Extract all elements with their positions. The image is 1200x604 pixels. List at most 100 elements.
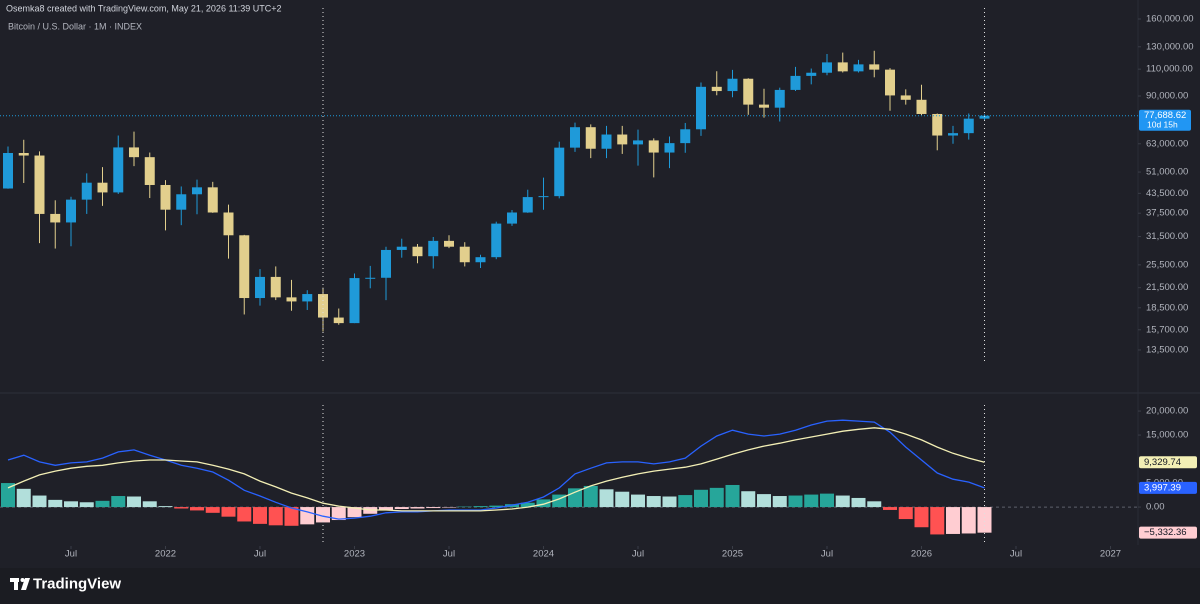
candle-body (176, 194, 187, 210)
histogram-bar (961, 507, 976, 534)
candle-body (743, 78, 754, 105)
x-tick-label: Jul (443, 549, 455, 560)
x-tick-label: 2023 (344, 549, 365, 560)
price-tag: 77,688.62 (1144, 110, 1186, 121)
histogram-bar (316, 507, 330, 523)
footer-bar (0, 568, 1200, 604)
histogram-bar (725, 484, 740, 508)
candle-body (66, 199, 76, 223)
histogram-bar (914, 507, 929, 528)
y-tick-label: 51,000.00 (1146, 167, 1188, 178)
histogram-bar (457, 506, 472, 508)
candle-body (412, 246, 423, 257)
candle-body (144, 157, 155, 185)
candle-body (223, 212, 234, 236)
histogram-bar (820, 493, 834, 508)
candle-body (522, 197, 533, 213)
candle-body (664, 143, 675, 153)
histogram-bar (867, 501, 882, 508)
histogram-bar (804, 494, 819, 508)
candle-body (570, 127, 580, 148)
histogram-bar (410, 507, 425, 509)
logo-part (14, 578, 18, 590)
y-tick-label: 110,000.00 (1146, 64, 1193, 75)
y-tick-label: 43,500.00 (1146, 188, 1188, 199)
candle-body (34, 155, 45, 214)
histogram-bar (788, 495, 803, 508)
x-tick-label: Jul (1010, 549, 1022, 560)
candle-body (774, 89, 785, 108)
candle-body (255, 276, 265, 299)
x-tick-label: 2025 (722, 549, 743, 560)
histogram-bar (79, 502, 94, 508)
histogram-bar (16, 488, 31, 508)
candle-body (381, 249, 391, 278)
macd-line (7, 419, 985, 520)
candle-body (239, 235, 250, 299)
histogram-bar (331, 507, 346, 521)
histogram-bar (678, 495, 693, 508)
candle-body (160, 184, 171, 210)
y-tick-label: 37,500.00 (1146, 208, 1188, 219)
candle-body (822, 62, 832, 73)
histogram-bar (883, 507, 897, 510)
histogram-bar (300, 507, 315, 525)
x-tick-label: 2026 (911, 549, 932, 560)
y-tick-label: 15,700.00 (1146, 324, 1188, 335)
price-countdown: 10d 15h (1147, 119, 1178, 129)
histogram-bar (977, 507, 992, 533)
x-tick-label: 2027 (1100, 549, 1121, 560)
candle-body (475, 257, 486, 263)
candle-body (979, 115, 990, 119)
y-tick-label: 130,000.00 (1146, 41, 1194, 52)
histogram-tag-box (1139, 526, 1197, 539)
histogram-bar (237, 507, 252, 522)
candle-body (853, 64, 864, 72)
histogram-bar (394, 507, 409, 509)
y-tick-label: 15,000.00 (1146, 430, 1188, 441)
candle-body (18, 152, 29, 156)
candle-body (696, 86, 706, 130)
histogram-bar (631, 494, 645, 508)
histogram-bar (520, 502, 535, 508)
candle-body (916, 99, 927, 114)
candle-body (948, 133, 958, 136)
signal-tag-box (1139, 456, 1197, 469)
histogram-bar (615, 491, 630, 508)
candle-body (428, 240, 439, 257)
candle-body (97, 182, 108, 193)
candle-body (365, 277, 376, 279)
histogram-bar (473, 506, 488, 508)
histogram-bar (568, 488, 582, 508)
y-tick-label: 20,000.00 (1146, 406, 1188, 417)
candle-body (932, 113, 943, 136)
signal-line (7, 427, 985, 512)
histogram-bar (694, 489, 708, 508)
histogram-bar (599, 489, 614, 508)
candle-body (900, 95, 911, 100)
candle-body (192, 187, 202, 195)
candle-body (270, 276, 281, 298)
histogram-bar (946, 507, 960, 534)
candle-body (286, 297, 297, 302)
histogram-bar (583, 485, 598, 508)
candle-body (806, 72, 817, 76)
candle-body (318, 294, 328, 318)
candle-body (790, 75, 801, 90)
candle-body (727, 78, 738, 92)
candle-body (538, 196, 549, 198)
x-tick-label: Jul (821, 549, 833, 560)
histogram-bar (772, 496, 787, 508)
histogram-bar (347, 507, 362, 518)
x-tick-label: 2024 (533, 549, 554, 560)
y-tick-label: 13,500.00 (1146, 344, 1188, 355)
macd-tag: 3,997.39 (1144, 482, 1181, 493)
candle-body (759, 104, 769, 108)
candle-body (837, 62, 848, 72)
histogram-bar (835, 495, 850, 508)
candle-body (302, 294, 313, 302)
y-tick-label: 0.00 (1146, 502, 1165, 513)
histogram-bar (489, 505, 504, 508)
